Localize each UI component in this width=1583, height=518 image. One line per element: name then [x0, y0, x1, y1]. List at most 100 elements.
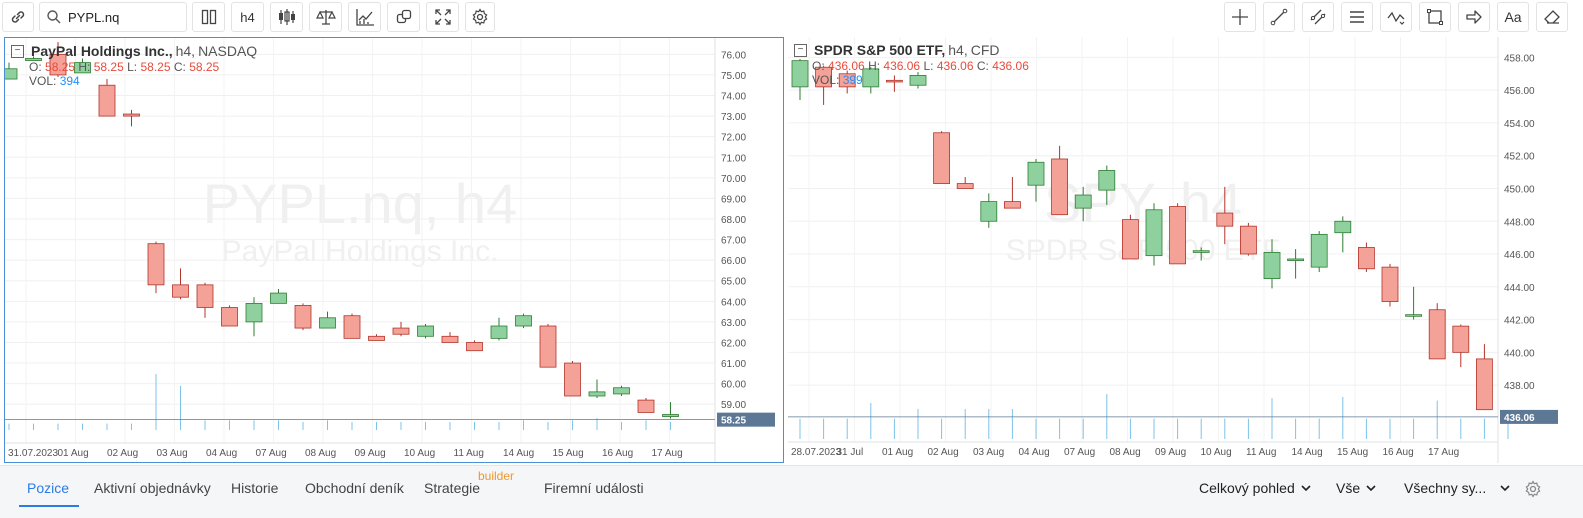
date-tick-label: 09 Aug	[1155, 447, 1186, 458]
tab-strategy[interactable]: Strategie	[424, 480, 481, 496]
split-layout-icon	[201, 9, 216, 25]
chart-type-button[interactable]	[270, 2, 303, 32]
close-label: C:	[976, 59, 989, 73]
candle-body	[1098, 170, 1116, 191]
view-dropdown-value: Celkový pohled	[1199, 480, 1295, 496]
high-label: H:	[78, 60, 91, 74]
low-value: 58.25	[140, 60, 171, 74]
settings-button[interactable]	[465, 2, 495, 32]
tab-active-orders[interactable]: Aktivní objednávky	[94, 480, 211, 496]
candle-body	[441, 335, 459, 343]
panel-settings-icon[interactable]	[1524, 480, 1542, 498]
date-tick-label: 31 Jul	[837, 447, 864, 458]
indicator-chart-icon	[355, 9, 374, 26]
price-tick-label: 70.00	[721, 174, 746, 185]
candle-body	[1476, 358, 1493, 411]
date-tick-label: 03 Aug	[157, 448, 188, 459]
candle-body	[637, 399, 655, 413]
candle-body	[172, 284, 189, 298]
search-input[interactable]	[68, 9, 178, 25]
date-tick-label: 15 Aug	[553, 448, 584, 459]
close-label: C:	[173, 60, 186, 74]
crosshair-tool[interactable]	[1224, 2, 1256, 32]
view-dropdown[interactable]: Celkový pohled	[1199, 480, 1312, 496]
eraser-tool[interactable]	[1536, 2, 1568, 32]
link-button[interactable]	[2, 2, 34, 32]
candle-body	[1051, 158, 1069, 216]
chart-pypl[interactable]: PYPL.nq, h4 PayPal Holdings Inc. 76.00 75…	[4, 37, 784, 463]
collapse-icon[interactable]: −	[794, 43, 807, 57]
chart-spy[interactable]: SPY, h4 SPDR S&P 500 ETF 458.00 456.00 454…	[788, 37, 1568, 463]
date-tick-label: 17 Aug	[652, 448, 683, 459]
chart-canvas[interactable]: 458.00 456.00 454.00 452.00 450.00 448.00 446.…	[788, 37, 1568, 463]
price-tick-label: 66.00	[721, 256, 746, 267]
symbol-search[interactable]	[39, 2, 187, 32]
eraser-icon	[1544, 10, 1560, 24]
last-price-label: 436.06	[1504, 413, 1535, 424]
shapes-icon	[396, 9, 411, 24]
collapse-icon[interactable]: −	[11, 44, 24, 58]
indicators-button[interactable]	[348, 2, 381, 32]
candle-body	[1428, 309, 1446, 360]
symbols-dropdown[interactable]: Všechny sy...	[1404, 480, 1511, 496]
price-tick-label: 450.00	[1504, 184, 1535, 195]
channel-icon	[1310, 9, 1326, 25]
line-icon	[1270, 8, 1288, 26]
tab-history[interactable]: Historie	[231, 480, 279, 496]
candle-body	[392, 327, 410, 335]
open-label: O:	[812, 59, 825, 73]
date-tick-label: 01 Aug	[882, 447, 913, 458]
candle-body	[245, 302, 263, 323]
fullscreen-button[interactable]	[426, 2, 459, 32]
arrow-tool[interactable]	[1458, 2, 1490, 32]
pattern-tool[interactable]	[1380, 2, 1412, 32]
date-tick-label: 11 Aug	[1246, 447, 1276, 458]
layout-button[interactable]	[192, 2, 225, 32]
candle-body	[294, 305, 312, 329]
candle-body	[933, 132, 951, 184]
candle-body	[1334, 220, 1352, 234]
compare-button[interactable]	[309, 2, 342, 32]
price-tick-label: 442.00	[1504, 316, 1535, 327]
candle-body	[1121, 219, 1139, 260]
candle-body	[1452, 325, 1470, 353]
chart-interval: h4,	[175, 43, 196, 59]
arrow-right-icon	[1466, 10, 1482, 24]
tab-corporate-events[interactable]: Firemní události	[544, 480, 644, 496]
low-value: 436.06	[936, 59, 974, 73]
date-tick-label: 31.07.2023	[8, 448, 58, 459]
candle-body	[319, 317, 336, 329]
price-tick-label: 68.00	[721, 215, 746, 226]
candle-body	[956, 183, 974, 189]
date-tick-label: 10 Aug	[1201, 447, 1232, 458]
candle-body	[1405, 314, 1422, 317]
candle-body	[862, 68, 880, 88]
levels-tool[interactable]	[1341, 2, 1373, 32]
volume-label: VOL:	[29, 74, 57, 88]
candle-body	[98, 84, 116, 117]
channel-tool[interactable]	[1302, 2, 1334, 32]
tab-trading-journal[interactable]: Obchodní deník	[305, 480, 404, 496]
chart-interval: h4,	[948, 42, 968, 58]
volume-value: 394	[59, 74, 80, 88]
candle-body	[196, 284, 214, 308]
date-tick-label: 16 Aug	[1383, 447, 1414, 458]
scale-icon	[315, 10, 336, 25]
objects-button[interactable]	[387, 2, 420, 32]
rectangle-tool[interactable]	[1419, 2, 1451, 32]
price-tick-label: 65.00	[721, 277, 746, 288]
tab-positions[interactable]: Pozice	[27, 480, 70, 496]
crosshair-icon	[1232, 9, 1248, 25]
filter-dropdown[interactable]: Vše	[1336, 480, 1377, 496]
ohlc-readout: O: 436.06 H: 436.06 L: 436.06 C: 436.06	[812, 59, 1029, 73]
chart-canvas[interactable]: 76.00 75.00 74.00 73.00 72.00 71.00 70.00 69.00…	[5, 38, 784, 463]
candle-body	[815, 66, 833, 88]
timeframe-button[interactable]: h4	[231, 2, 264, 32]
candle-body	[1027, 161, 1045, 186]
text-tool[interactable]: Aa	[1497, 2, 1529, 32]
trendline-tool[interactable]	[1263, 2, 1295, 32]
low-label: L:	[127, 60, 138, 74]
price-tick-label: 456.00	[1504, 86, 1535, 97]
price-tick-label: 452.00	[1504, 152, 1535, 163]
candle-body	[25, 58, 42, 61]
